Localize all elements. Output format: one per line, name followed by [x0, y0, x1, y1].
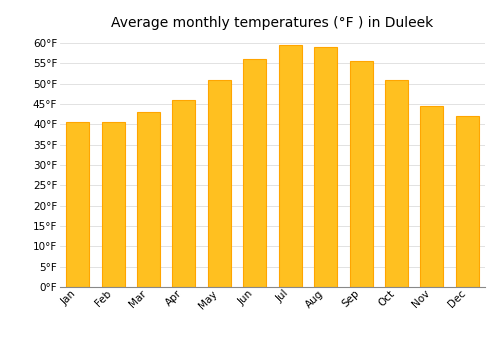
- Bar: [456, 116, 479, 287]
- Bar: [244, 60, 266, 287]
- Bar: [172, 100, 196, 287]
- Bar: [385, 80, 408, 287]
- Title: Average monthly temperatures (°F ) in Duleek: Average monthly temperatures (°F ) in Du…: [112, 16, 434, 30]
- Bar: [102, 122, 124, 287]
- Bar: [278, 45, 301, 287]
- Bar: [314, 47, 337, 287]
- Bar: [66, 122, 89, 287]
- Bar: [208, 80, 231, 287]
- Bar: [350, 61, 372, 287]
- Bar: [420, 106, 444, 287]
- Bar: [137, 112, 160, 287]
